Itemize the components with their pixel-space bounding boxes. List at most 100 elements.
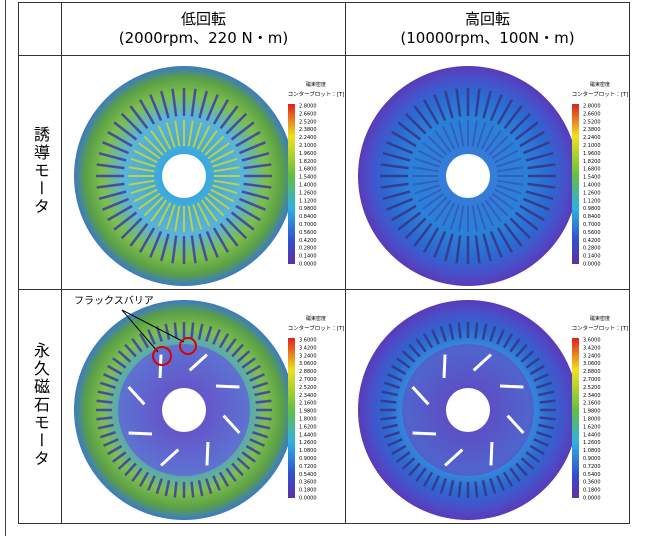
- scale-label: 3.6000: [583, 338, 601, 344]
- scale-label: 2.2400: [583, 135, 601, 141]
- scale-label: 0.2800: [299, 246, 317, 252]
- scale-label: 1.2600: [583, 440, 601, 446]
- legend-title: 磁束密度: [590, 81, 610, 88]
- magnet: [207, 442, 208, 465]
- scale-label: 1.8000: [299, 417, 317, 423]
- row: 永久磁石モータ 磁束密度コンターブロット：[T] 3.6000 3.4200 3.24…: [19, 290, 630, 524]
- header-text: (2000rpm、220 N・m): [119, 29, 288, 47]
- scale-label: 1.2600: [299, 190, 317, 196]
- slot: [175, 322, 177, 338]
- header-cell: 低回転(2000rpm、220 N・m): [62, 3, 346, 56]
- magnet: [129, 433, 152, 434]
- magnet: [500, 386, 523, 387]
- scale-label: 2.7000: [299, 377, 317, 383]
- scale-label: 0.5600: [583, 230, 601, 236]
- legend-subtitle: コンターブロット：[T]: [572, 324, 629, 332]
- slot: [540, 418, 556, 420]
- slot: [256, 401, 272, 403]
- scale-label: 2.1000: [299, 143, 317, 149]
- scale-label: 2.5200: [299, 119, 317, 125]
- slot: [380, 418, 396, 420]
- scale-label: 0.0000: [299, 262, 317, 268]
- legend-subtitle: コンターブロット：[T]: [572, 90, 629, 98]
- shaft: [446, 154, 490, 198]
- scale-label: 1.8000: [583, 417, 601, 423]
- scale-label: 0.3600: [583, 480, 601, 486]
- scale-label: 1.6800: [583, 167, 601, 173]
- shaft: [162, 154, 206, 198]
- scale-label: 1.9800: [583, 409, 601, 415]
- scale-label: 1.4000: [299, 183, 317, 189]
- scale-label: 3.0600: [583, 361, 601, 367]
- scale-label: 1.6200: [583, 424, 601, 430]
- scale-label: 0.3600: [299, 480, 317, 486]
- legend-title: 磁束密度: [306, 315, 326, 322]
- slot: [380, 401, 396, 403]
- shaft: [446, 388, 490, 432]
- scale-label: 2.1600: [299, 401, 317, 407]
- scale-label: 0.9000: [583, 456, 601, 462]
- slot: [459, 322, 461, 338]
- motor-figure: 磁束密度コンターブロット：[T] 2.80002.6600 2.5200 2.3800…: [346, 56, 629, 289]
- scale-label: 1.4000: [583, 183, 601, 189]
- scale-label: 2.8000: [299, 104, 317, 110]
- header-row: 低回転(2000rpm、220 N・m) 高回転(10000rpm、100N・m…: [19, 3, 630, 56]
- magnet: [413, 433, 436, 434]
- shaft: [162, 388, 206, 432]
- magnet: [216, 386, 239, 387]
- scale-label: 0.8400: [583, 214, 601, 220]
- scale-label: 0.0000: [583, 262, 601, 268]
- slot: [540, 401, 556, 403]
- row-label-cell: 誘導モータ: [19, 56, 62, 290]
- color-bar: [288, 338, 295, 498]
- scale-label: 2.3400: [583, 393, 601, 399]
- scale-label: 0.9000: [299, 456, 317, 462]
- scale-label: 0.8400: [299, 214, 317, 220]
- scale-label: 0.1400: [299, 254, 317, 260]
- scale-label: 2.7000: [583, 377, 601, 383]
- motor-figure: 磁束密度コンターブロット：[T]3.60003.42003.24003.0600…: [346, 290, 629, 523]
- scale-label: 1.9600: [299, 151, 317, 157]
- slot: [175, 482, 177, 498]
- slot: [476, 482, 478, 498]
- scale-label: 2.3800: [583, 127, 601, 133]
- scale-label: 2.1000: [583, 143, 601, 149]
- slot: [192, 322, 194, 338]
- legend-title: 磁束密度: [306, 81, 326, 88]
- scale-label: 2.6600: [583, 111, 601, 117]
- color-bar: [288, 104, 295, 264]
- scale-label: 2.5200: [583, 119, 601, 125]
- scale-label: 1.4400: [583, 432, 601, 438]
- header-text: 高回転: [465, 10, 510, 28]
- scale-label: 1.0800: [299, 448, 317, 454]
- corner-cell: [19, 3, 62, 56]
- scale-label: 0.7200: [583, 464, 601, 470]
- annotation: フラックスバリア: [74, 295, 154, 307]
- scale-label: 0.5400: [583, 472, 601, 478]
- scale-label: 3.2400: [299, 353, 317, 359]
- magnet: [444, 355, 445, 378]
- slot: [96, 418, 112, 420]
- scale-label: 0.2800: [583, 246, 601, 252]
- scale-label: 0.5600: [299, 230, 317, 236]
- figure-cell: 磁束密度コンターブロット：[T]3.60003.42003.24003.0600…: [346, 290, 630, 524]
- scale-label: 1.0800: [583, 448, 601, 454]
- page: 低回転(2000rpm、220 N・m) 高回転(10000rpm、100N・m…: [0, 0, 652, 536]
- header-text: (10000rpm、100N・m): [400, 29, 574, 47]
- scale-label: 1.9800: [299, 409, 317, 415]
- scale-label: 0.0000: [583, 496, 601, 502]
- slot: [459, 482, 461, 498]
- scale-label: 1.6800: [299, 167, 317, 173]
- scale-label: 2.1600: [583, 401, 601, 407]
- row-label-cell: 永久磁石モータ: [19, 290, 62, 524]
- scale-label: 0.1800: [299, 488, 317, 494]
- scale-label: 1.2600: [299, 440, 317, 446]
- scale-label: 3.4200: [299, 345, 317, 351]
- scale-label: 2.8000: [583, 104, 601, 110]
- slot: [192, 482, 194, 498]
- scale-label: 1.8200: [299, 159, 317, 165]
- scale-label: 2.8800: [299, 369, 317, 375]
- scale-label: 1.5400: [583, 175, 601, 181]
- legend-subtitle: コンターブロット：[T]: [288, 324, 345, 332]
